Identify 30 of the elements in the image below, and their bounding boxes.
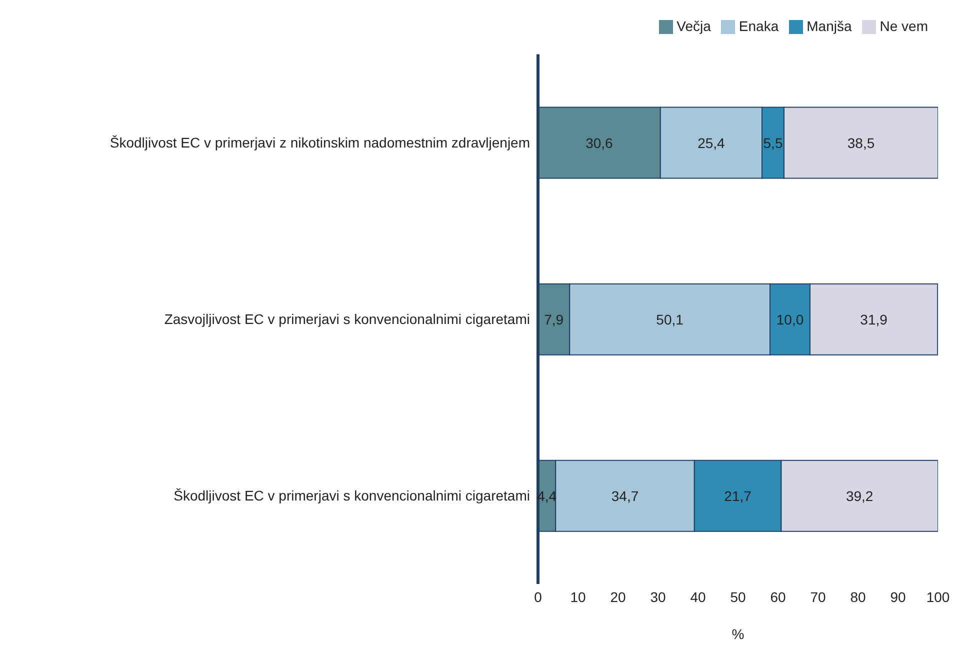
data-label: 30,6: [586, 134, 614, 151]
y-tick-label: Škodljivost EC v primerjavi s konvencionalnimi cigaretami: [174, 488, 530, 504]
x-tick-label: 10: [570, 588, 586, 605]
data-label: 21,7: [724, 488, 752, 504]
x-tick-label: 60: [770, 588, 786, 605]
data-label: 50,1: [656, 311, 684, 328]
data-label: 31,9: [860, 311, 888, 328]
x-tick-label: 80: [850, 588, 866, 605]
data-label: 25,4: [698, 134, 726, 151]
x-tick-label: 100: [926, 588, 950, 605]
x-tick-label: 90: [890, 588, 906, 605]
data-label: 38,5: [847, 134, 875, 151]
x-tick-label: 70: [810, 588, 826, 605]
x-tick-label: 50: [730, 588, 746, 605]
data-label: 5,5: [763, 134, 783, 151]
x-axis-title: %: [732, 626, 744, 642]
legend-label: Večja: [676, 18, 711, 34]
legend-label: Manjša: [806, 18, 852, 34]
y-tick-label: Škodljivost EC v primerjavi z nikotinskim nadomestnim zdravljenjem: [110, 134, 530, 151]
x-tick-label: 40: [690, 588, 706, 605]
data-label: 10,0: [776, 311, 804, 328]
data-label: 34,7: [611, 488, 639, 504]
y-tick-label: Zasvojljivost EC v primerjavi s konvencionalnimi cigaretami: [164, 311, 530, 328]
data-label: 7,9: [544, 311, 564, 328]
legend-label: Enaka: [738, 18, 779, 34]
x-tick-label: 30: [650, 588, 666, 605]
data-label: 39,2: [846, 488, 874, 504]
legend-label: Ne vem: [880, 18, 928, 34]
x-tick-label: 0: [534, 588, 542, 605]
x-tick-label: 20: [610, 588, 626, 605]
